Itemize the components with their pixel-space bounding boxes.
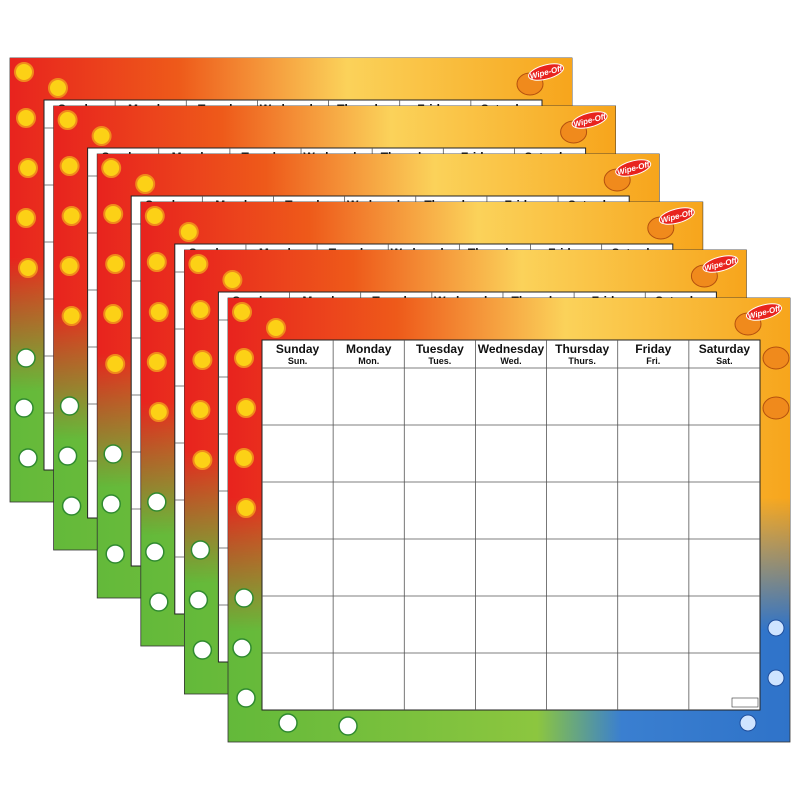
day-name: Wednesday — [478, 342, 545, 356]
day-name: Saturday — [699, 342, 751, 356]
flower-decoration — [57, 446, 78, 466]
flower-decoration — [105, 544, 125, 564]
sun-decoration — [16, 208, 36, 228]
sun-decoration — [16, 108, 36, 128]
sun-decoration — [234, 348, 254, 368]
day-name: Sunday — [276, 342, 320, 356]
calendar-grid — [261, 339, 761, 711]
flower-decoration — [278, 713, 298, 733]
sun-decoration — [190, 400, 211, 420]
flower-decoration — [188, 590, 209, 610]
calendar-sheet: Wipe-OffSundaySun.MondayMon.TuesdayTues.… — [227, 297, 791, 743]
day-abbreviation: Sat. — [716, 356, 733, 366]
day-abbreviation: Tues. — [428, 356, 451, 366]
brand-badge — [658, 207, 695, 225]
sun-decoration — [57, 110, 78, 130]
flower-decoration — [16, 348, 36, 368]
flower-decoration — [232, 638, 252, 658]
sun-decoration — [222, 270, 243, 290]
flower-decoration — [190, 540, 211, 560]
sun-decoration — [188, 254, 209, 274]
flower-decoration — [59, 396, 80, 416]
sun-decoration — [135, 174, 156, 194]
flower-decoration — [338, 716, 358, 736]
sun-decoration — [105, 254, 126, 274]
flower-decoration — [18, 448, 38, 468]
sun-decoration — [266, 318, 286, 338]
day-name: Thursday — [555, 342, 609, 356]
flower-decoration — [101, 494, 121, 514]
brand-badge — [702, 255, 739, 273]
flower-decoration — [103, 444, 123, 464]
sun-decoration — [59, 156, 80, 176]
sun-decoration — [146, 352, 167, 372]
brand-badge — [615, 159, 652, 177]
day-abbreviation: Mon. — [358, 356, 379, 366]
flower-decoration — [149, 592, 169, 612]
snowman-decoration — [739, 714, 757, 732]
day-abbreviation: Thurs. — [568, 356, 596, 366]
sun-decoration — [103, 204, 124, 224]
barcode — [731, 697, 759, 708]
day-abbreviation: Fri. — [646, 356, 660, 366]
sun-decoration — [18, 158, 38, 178]
snowman-decoration — [767, 619, 785, 637]
flower-decoration — [234, 588, 254, 608]
snowman-decoration — [767, 669, 785, 687]
sun-decoration — [178, 222, 199, 242]
sun-decoration — [48, 78, 68, 98]
sun-decoration — [148, 302, 169, 322]
sun-decoration — [192, 450, 213, 470]
sun-decoration — [236, 498, 256, 518]
sun-decoration — [148, 402, 169, 422]
sun-decoration — [61, 306, 82, 326]
flower-decoration — [61, 496, 82, 516]
pumpkin-decoration — [762, 396, 790, 420]
sun-decoration — [192, 350, 213, 370]
flower-decoration — [145, 542, 165, 562]
day-abbreviation: Wed. — [500, 356, 521, 366]
sun-decoration — [18, 258, 38, 278]
sun-decoration — [103, 304, 124, 324]
day-name: Tuesday — [416, 342, 464, 356]
sun-decoration — [59, 256, 80, 276]
sun-decoration — [236, 398, 256, 418]
sun-decoration — [105, 354, 126, 374]
sun-decoration — [101, 158, 122, 178]
brand-badge — [746, 303, 782, 321]
day-name: Friday — [635, 342, 671, 356]
brand-badge — [571, 111, 608, 129]
day-abbreviation: Sun. — [288, 356, 308, 366]
sun-decoration — [146, 252, 167, 272]
sun-decoration — [190, 300, 211, 320]
sun-decoration — [234, 448, 254, 468]
day-name: Monday — [346, 342, 392, 356]
sun-decoration — [91, 126, 112, 146]
sun-decoration — [232, 302, 252, 322]
flower-decoration — [14, 398, 34, 418]
flower-decoration — [147, 492, 167, 512]
flower-decoration — [236, 688, 256, 708]
pumpkin-decoration — [762, 346, 790, 370]
sun-decoration — [14, 62, 34, 82]
sun-decoration — [144, 206, 165, 226]
brand-badge — [528, 63, 564, 81]
flower-decoration — [192, 640, 213, 660]
sun-decoration — [61, 206, 82, 226]
